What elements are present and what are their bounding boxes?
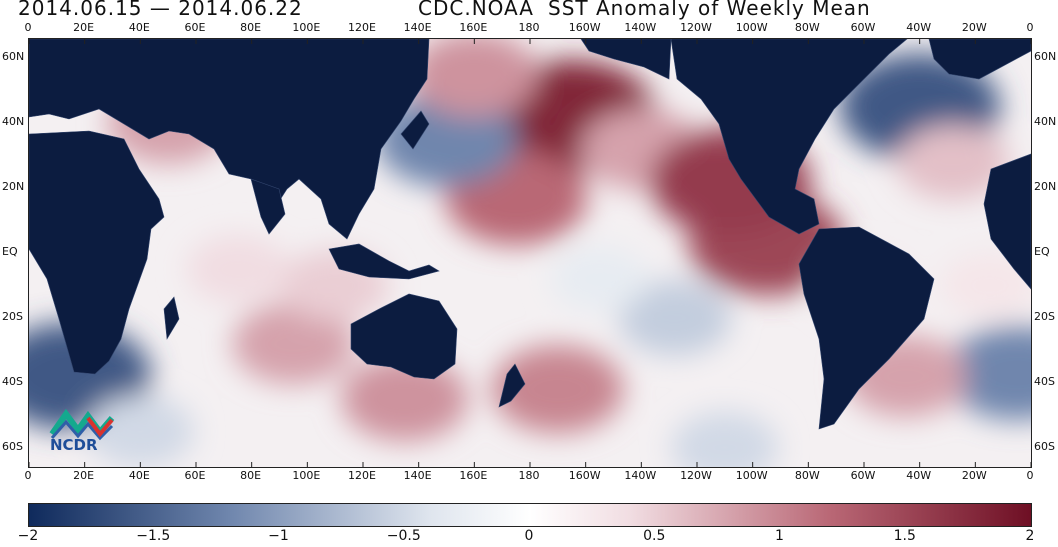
anomaly-patch xyxy=(670,411,779,467)
anomaly-patch xyxy=(550,246,649,312)
lon-label-top: 120W xyxy=(680,21,712,34)
lon-label-bottom: 0 xyxy=(1026,469,1034,482)
colorbar-label: −2 xyxy=(17,528,39,544)
lon-label-top: 100W xyxy=(735,21,768,34)
land-africa xyxy=(29,130,165,375)
colorbar-label: 0.5 xyxy=(643,528,666,544)
land-alaska xyxy=(580,39,672,80)
lat-label-left: 20S xyxy=(2,309,23,323)
map-title: SST Anomaly of Weekly Mean xyxy=(548,0,871,20)
lon-label-top: 160W xyxy=(568,21,601,34)
lon-label-top: 20W xyxy=(961,21,987,34)
lon-label-bottom: 40E xyxy=(128,469,150,482)
lat-label-right: 40S xyxy=(1034,374,1055,388)
lat-label-right: EQ xyxy=(1034,245,1050,258)
lon-label-bottom: 20E xyxy=(73,469,95,482)
land-south-america xyxy=(798,226,935,430)
land-greenland xyxy=(928,39,1031,80)
land-australia xyxy=(350,293,458,380)
land-north-america xyxy=(670,39,908,235)
anomaly-patch xyxy=(341,356,469,442)
lat-label-left: 60S xyxy=(2,439,23,453)
colorbar-label: −0.5 xyxy=(386,528,421,544)
lat-label-right: 60N xyxy=(1034,50,1057,64)
lat-label-right: 60S xyxy=(1034,439,1055,453)
land-india xyxy=(250,178,286,235)
lat-label-left: 60N xyxy=(2,50,25,64)
lon-label-bottom: 160E xyxy=(459,469,488,482)
lon-label-top: 60E xyxy=(184,21,206,34)
land-japan xyxy=(400,110,430,150)
lon-label-top: 160E xyxy=(459,21,488,34)
colorbar-label: 0 xyxy=(524,528,534,544)
land-madagascar xyxy=(163,296,180,340)
anomaly-patch xyxy=(940,252,1031,319)
lat-label-left: 40N xyxy=(2,115,25,129)
lon-label-top: 80W xyxy=(794,21,820,34)
lon-label-top: 80E xyxy=(240,21,262,34)
map-canvas xyxy=(29,39,1031,467)
anomaly-patch xyxy=(618,280,732,356)
lat-label-right: 40N xyxy=(1034,115,1057,129)
lon-label-bottom: 120W xyxy=(680,469,712,482)
lat-label-left: EQ xyxy=(2,245,18,258)
anomaly-patch xyxy=(232,302,355,385)
colorbar xyxy=(28,503,1032,527)
colorbar-label: −1 xyxy=(268,528,289,544)
lon-label-bottom: 80E xyxy=(240,469,262,482)
lon-label-top: 40W xyxy=(906,21,932,34)
ncdr-logo: NCDR xyxy=(48,404,118,460)
lon-label-bottom: 100W xyxy=(735,469,768,482)
lon-label-bottom: 20W xyxy=(961,469,987,482)
logo-text: NCDR xyxy=(50,436,98,454)
lon-label-top: 180 xyxy=(518,21,540,34)
lon-label-bottom: 100E xyxy=(292,469,321,482)
lon-label-top: 0 xyxy=(24,21,32,34)
lon-label-top: 60W xyxy=(850,21,876,34)
lat-label-left: 20N xyxy=(2,180,25,194)
lon-label-top: 140W xyxy=(624,21,657,34)
ncdr-logo-mark xyxy=(49,408,115,441)
lon-label-top: 20E xyxy=(73,21,95,34)
lon-label-bottom: 160W xyxy=(568,469,601,482)
lon-label-bottom: 140E xyxy=(403,469,432,482)
lon-label-top: 140E xyxy=(403,21,432,34)
colorbar-label: 1.5 xyxy=(893,528,916,544)
land-indonesia xyxy=(328,243,440,280)
colorbar-label: −1.5 xyxy=(136,528,171,544)
map-header: 2014.06.15 — 2014.06.22 CDC.NOAA SST Ano… xyxy=(0,0,1058,20)
anomaly-patch xyxy=(896,124,1010,200)
anomaly-patch xyxy=(491,345,624,434)
land-new-zealand xyxy=(498,363,526,408)
colorbar-label: 1 xyxy=(775,528,784,544)
lon-label-top: 120E xyxy=(348,21,376,34)
anomaly-patch xyxy=(946,325,1031,421)
lon-label-bottom: 0 xyxy=(24,469,32,482)
lat-label-right: 20S xyxy=(1034,309,1055,323)
lon-label-bottom: 40W xyxy=(906,469,932,482)
land-layer xyxy=(29,39,1031,430)
lon-label-top: 40E xyxy=(128,21,150,34)
data-source: CDC.NOAA xyxy=(418,0,534,20)
lon-label-bottom: 80W xyxy=(794,469,820,482)
lon-label-bottom: 60W xyxy=(850,469,876,482)
lon-label-top: 100E xyxy=(292,21,321,34)
sst-anomaly-map xyxy=(28,38,1032,468)
lat-label-left: 40S xyxy=(2,374,23,388)
lon-label-bottom: 180 xyxy=(518,469,540,482)
lon-label-bottom: 140W xyxy=(624,469,657,482)
anomaly-patch xyxy=(410,39,538,118)
anomaly-patch xyxy=(186,234,290,304)
lon-label-top: 0 xyxy=(1026,21,1034,34)
date-range: 2014.06.15 — 2014.06.22 xyxy=(18,0,303,20)
graticule xyxy=(29,39,1031,467)
land-west-africa xyxy=(983,153,1031,290)
lon-label-bottom: 60E xyxy=(184,469,206,482)
lat-label-right: 20N xyxy=(1034,180,1057,194)
lon-label-bottom: 120E xyxy=(348,469,376,482)
anomaly-patch xyxy=(86,395,195,467)
colorbar-label: 2 xyxy=(1025,528,1035,544)
